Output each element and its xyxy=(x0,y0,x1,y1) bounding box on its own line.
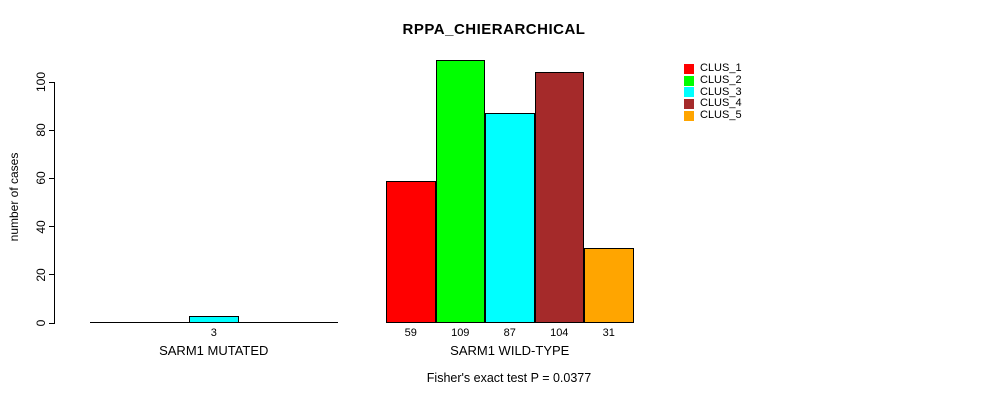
zero-bar-baseline xyxy=(288,322,338,323)
legend-item-clus_1: CLUS_1 xyxy=(684,63,742,75)
legend-item-clus_2: CLUS_2 xyxy=(684,75,742,87)
zero-bar-baseline xyxy=(139,322,189,323)
bar-value-label: 59 xyxy=(404,327,417,339)
bar-clus_3 xyxy=(485,113,535,323)
legend-swatch-icon xyxy=(684,75,694,86)
legend-swatch-icon xyxy=(684,87,694,98)
y-axis-tick xyxy=(49,322,54,324)
legend-swatch-icon xyxy=(684,63,694,74)
bar-value-label: 87 xyxy=(503,327,516,339)
y-axis-tick-label: 0 xyxy=(34,319,48,327)
zero-bar-baseline xyxy=(238,322,288,323)
y-axis-tick xyxy=(49,226,54,228)
y-axis-tick-label: 20 xyxy=(34,268,48,282)
y-axis-title: number of cases xyxy=(7,152,21,242)
legend-item-clus_5: CLUS_5 xyxy=(684,110,742,122)
y-axis-tick-label: 100 xyxy=(34,71,48,93)
bar-value-label: 3 xyxy=(210,327,217,339)
y-axis-tick-label: 60 xyxy=(34,171,48,186)
x-axis-group-label: SARM1 WILD-TYPE xyxy=(450,343,570,358)
bar-clus_3 xyxy=(189,315,239,323)
y-axis-tick xyxy=(49,81,54,83)
x-axis-group-label: SARM1 MUTATED xyxy=(159,343,269,358)
legend-item-clus_3: CLUS_3 xyxy=(684,86,742,98)
y-axis-tick xyxy=(49,274,54,276)
bar-value-label: 104 xyxy=(550,327,569,339)
y-axis-line xyxy=(54,82,55,324)
y-axis-tick-label: 80 xyxy=(34,123,48,137)
bar-clus_5 xyxy=(584,248,634,323)
bar-clus_1 xyxy=(386,180,436,323)
fisher-test-annotation: Fisher's exact test P = 0.0377 xyxy=(426,371,592,385)
zero-bar-baseline xyxy=(90,322,140,323)
bar-value-label: 109 xyxy=(451,327,470,339)
legend-label: CLUS_1 xyxy=(700,62,742,75)
bar-clus_2 xyxy=(435,60,485,323)
bar-value-label: 31 xyxy=(602,327,615,339)
legend-label: CLUS_3 xyxy=(700,85,742,98)
legend-swatch-icon xyxy=(684,98,694,109)
legend-label: CLUS_4 xyxy=(700,97,742,110)
legend-label: CLUS_5 xyxy=(700,109,742,122)
legend-item-clus_4: CLUS_4 xyxy=(684,98,742,110)
y-axis-tick xyxy=(49,177,54,179)
y-axis-tick-label: 40 xyxy=(34,219,48,234)
legend-label: CLUS_2 xyxy=(700,74,742,87)
legend: CLUS_1 CLUS_2 CLUS_3 CLUS_4 CLUS_5 xyxy=(684,63,742,121)
bar-clus_4 xyxy=(534,72,584,323)
y-axis-tick xyxy=(49,129,54,131)
chart-title: RPPA_CHIERARCHICAL xyxy=(402,21,586,38)
legend-swatch-icon xyxy=(684,110,694,121)
